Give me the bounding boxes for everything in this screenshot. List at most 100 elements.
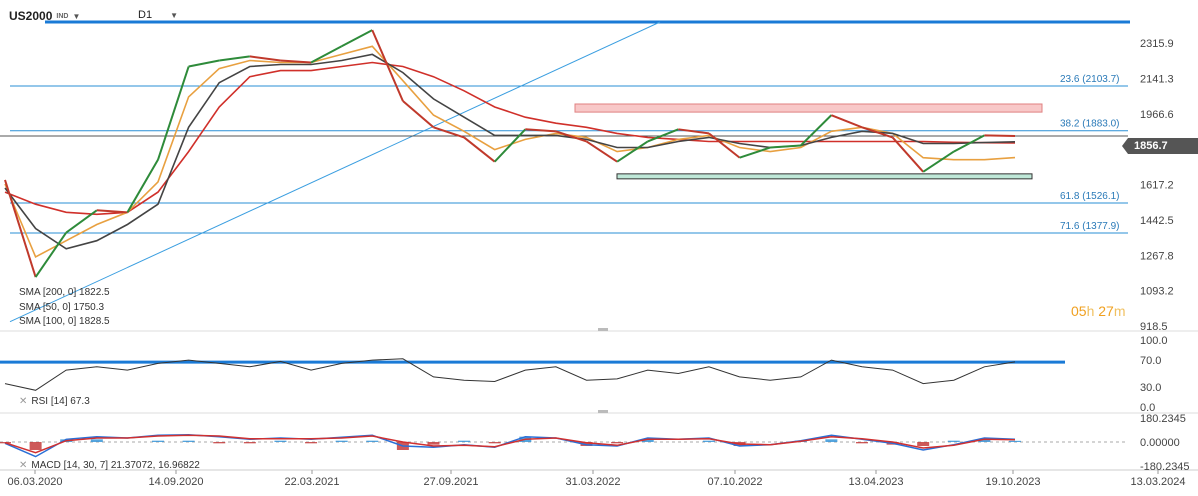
macd-axis-tick: 180.2345 [1140, 413, 1186, 425]
time-axis-tick: 13.03.2024 [1130, 476, 1185, 488]
price-axis-tick: 1267.8 [1140, 250, 1174, 262]
current-price-label: 1856.7 [1122, 138, 1198, 154]
time-axis-tick: 13.04.2023 [848, 476, 903, 488]
price-segment [157, 66, 190, 160]
fib-level-label: 71.6 (1377.9) [1060, 221, 1120, 232]
symbol-selector[interactable]: US2000 IND ▼ [9, 9, 80, 23]
macd-histogram-bar [90, 439, 103, 442]
price-segment [402, 100, 435, 129]
macd-histogram-bar [274, 440, 287, 442]
price-segment [96, 209, 128, 214]
price-axis-tick: 1966.6 [1140, 109, 1174, 121]
macd-histogram-bar [917, 442, 930, 446]
legend-sma100[interactable]: SMA [100, 0] 1828.5 [19, 316, 110, 327]
time-axis-tick: 19.10.2023 [985, 476, 1040, 488]
signal-line [4, 434, 1016, 454]
candle-timer: 05h 27m [1071, 303, 1126, 319]
price-segment [34, 231, 68, 278]
price-segment [708, 132, 741, 159]
sma50-line [4, 45, 1016, 259]
macd-histogram-bar [29, 442, 42, 450]
fib-level-label: 38.2 (1883.0) [1060, 119, 1120, 130]
timer-minutes: 27 [1098, 303, 1114, 319]
price-segment [678, 128, 710, 135]
timeframe-label: D1 [138, 9, 153, 21]
macd-histogram-bar [855, 442, 868, 444]
rsi-axis-tick: 0.0 [1140, 402, 1155, 414]
timer-h-unit: h [1086, 303, 1095, 319]
legend-sma200-label: SMA [200, 0] 1822.5 [19, 287, 110, 298]
chevron-down-icon: ▼ [72, 11, 81, 21]
support-zone [616, 173, 1033, 180]
macd-histogram-bar [427, 442, 440, 445]
price-segment [616, 140, 649, 163]
macd-histogram-bar [366, 440, 379, 442]
macd-line [4, 433, 1016, 458]
macd-histogram-bar [978, 439, 991, 442]
macd-histogram-bar [152, 440, 165, 442]
legend-sma200[interactable]: SMA [200, 0] 1822.5 [19, 287, 110, 298]
price-segment [280, 59, 312, 64]
legend-rsi[interactable]: ✕ RSI [14] 67.3 [19, 396, 90, 407]
macd-histogram-bar [641, 439, 654, 442]
fib-level-label: 61.8 (1526.1) [1060, 191, 1120, 202]
sma100-line [4, 53, 1016, 250]
price-axis-tick: 1442.5 [1140, 215, 1174, 227]
time-axis-tick: 14.09.2020 [148, 476, 203, 488]
timer-hours: 05 [1071, 303, 1087, 319]
price-segment [984, 134, 1016, 138]
price-segment [922, 150, 955, 173]
sma200-line [4, 61, 1016, 216]
price-axis-tick: 2141.3 [1140, 73, 1174, 85]
legend-sma50-label: SMA [50, 0] 1750.3 [19, 302, 105, 313]
price-segment [219, 55, 250, 62]
price-segment [341, 29, 373, 48]
price-segment [126, 159, 159, 213]
rsi-axis-tick: 100.0 [1140, 335, 1168, 347]
price-segment [433, 126, 465, 139]
price-segment [830, 114, 863, 129]
macd-histogram-bar [335, 440, 348, 442]
price-segment [65, 209, 98, 234]
time-axis-tick: 22.03.2021 [284, 476, 339, 488]
price-segment [647, 128, 679, 143]
legend-sma100-label: SMA [100, 0] 1828.5 [19, 316, 110, 327]
price-segment [310, 45, 343, 64]
timer-m-unit: m [1113, 303, 1126, 319]
time-axis-tick: 07.10.2022 [707, 476, 762, 488]
price-segment [953, 134, 985, 153]
macd-histogram-bar [305, 442, 318, 444]
rsi-line [4, 358, 1016, 391]
timeframe-selector[interactable]: D1 ▼ [138, 9, 178, 21]
legend-macd-label: MACD [14, 30, 7] 21.37072, 16.96822 [31, 460, 200, 471]
price-segment [861, 126, 893, 139]
close-icon[interactable]: ✕ [19, 460, 28, 471]
resistance-zone [574, 103, 1043, 113]
trend-line [9, 21, 661, 323]
price-segment [249, 55, 281, 62]
price-segment [188, 59, 220, 68]
macd-histogram-bar [458, 440, 471, 442]
legend-macd[interactable]: ✕ MACD [14, 30, 7] 21.37072, 16.96822 [19, 460, 200, 471]
price-segment [739, 146, 771, 159]
price-axis-tick: 1617.2 [1140, 180, 1174, 192]
price-segment [585, 140, 618, 163]
macd-histogram-bar [947, 440, 960, 442]
legend-rsi-label: RSI [14] 67.3 [31, 396, 90, 407]
price-segment [525, 128, 556, 133]
legend-sma50[interactable]: SMA [50, 0] 1750.3 [19, 302, 104, 313]
macd-histogram-bar [488, 442, 501, 444]
time-axis-tick: 06.03.2020 [7, 476, 62, 488]
price-segment [463, 136, 496, 163]
macd-histogram-bar [702, 440, 715, 442]
price-segment [800, 114, 833, 147]
macd-axis-tick: -180.2345 [1140, 461, 1190, 473]
macd-histogram-bar [213, 442, 226, 444]
rsi-axis-tick: 70.0 [1140, 355, 1161, 367]
close-icon[interactable]: ✕ [19, 396, 28, 407]
price-axis-tick: 1093.2 [1140, 286, 1174, 298]
macd-histogram-bar [825, 439, 838, 442]
price-segment [555, 130, 587, 143]
macd-histogram-bar [243, 442, 256, 444]
